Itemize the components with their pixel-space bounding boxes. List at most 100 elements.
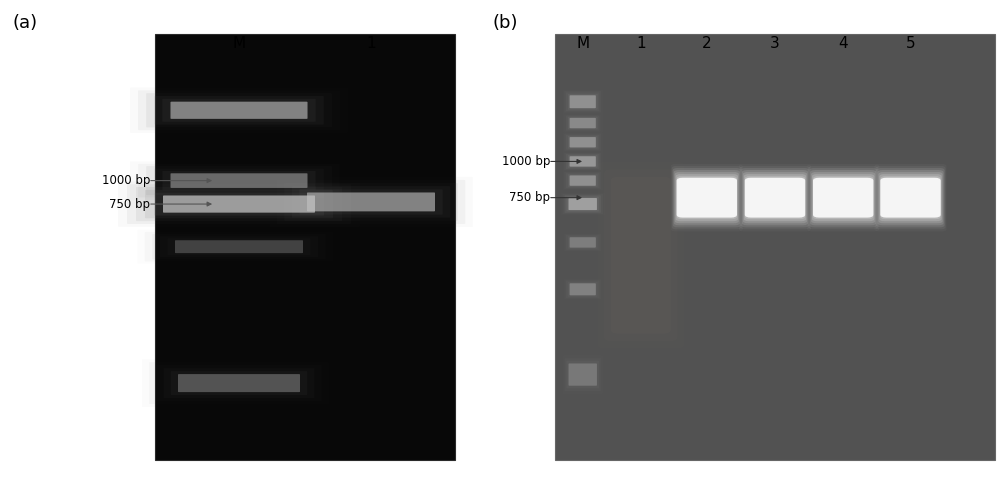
FancyBboxPatch shape	[877, 170, 944, 225]
FancyBboxPatch shape	[170, 102, 308, 119]
FancyBboxPatch shape	[568, 174, 598, 187]
Text: M: M	[232, 35, 246, 51]
FancyBboxPatch shape	[569, 364, 597, 386]
Bar	[155, 34, 455, 460]
FancyBboxPatch shape	[746, 178, 804, 217]
Text: 5: 5	[906, 35, 915, 51]
FancyBboxPatch shape	[292, 186, 450, 217]
FancyBboxPatch shape	[568, 155, 598, 168]
FancyBboxPatch shape	[743, 172, 807, 223]
FancyBboxPatch shape	[811, 172, 875, 223]
FancyBboxPatch shape	[163, 195, 315, 213]
FancyBboxPatch shape	[569, 198, 597, 210]
Text: 1: 1	[366, 35, 376, 51]
FancyBboxPatch shape	[163, 195, 315, 213]
FancyBboxPatch shape	[171, 371, 307, 395]
FancyBboxPatch shape	[164, 368, 314, 398]
FancyBboxPatch shape	[813, 176, 873, 219]
Text: 1000 bp: 1000 bp	[102, 174, 150, 187]
FancyBboxPatch shape	[175, 240, 303, 253]
Text: (b): (b)	[492, 14, 518, 33]
FancyBboxPatch shape	[175, 240, 303, 253]
FancyBboxPatch shape	[284, 183, 458, 221]
FancyBboxPatch shape	[154, 193, 324, 216]
FancyBboxPatch shape	[568, 236, 598, 249]
FancyBboxPatch shape	[564, 91, 601, 113]
FancyBboxPatch shape	[567, 197, 599, 211]
FancyBboxPatch shape	[876, 166, 946, 229]
FancyBboxPatch shape	[570, 237, 596, 248]
FancyBboxPatch shape	[570, 175, 596, 186]
FancyBboxPatch shape	[876, 168, 945, 228]
FancyBboxPatch shape	[568, 282, 598, 297]
FancyBboxPatch shape	[154, 169, 324, 193]
FancyBboxPatch shape	[570, 95, 596, 108]
Text: M: M	[576, 35, 589, 51]
FancyBboxPatch shape	[566, 235, 599, 250]
FancyBboxPatch shape	[568, 94, 598, 110]
FancyBboxPatch shape	[878, 172, 943, 223]
FancyBboxPatch shape	[570, 156, 596, 167]
Text: 4: 4	[838, 35, 848, 51]
FancyBboxPatch shape	[566, 92, 599, 111]
FancyBboxPatch shape	[675, 172, 739, 223]
FancyBboxPatch shape	[570, 283, 596, 296]
FancyBboxPatch shape	[809, 168, 877, 228]
FancyBboxPatch shape	[178, 374, 300, 392]
FancyBboxPatch shape	[146, 93, 332, 127]
FancyBboxPatch shape	[881, 178, 940, 217]
FancyBboxPatch shape	[566, 115, 599, 131]
FancyBboxPatch shape	[677, 178, 737, 217]
FancyBboxPatch shape	[673, 168, 741, 228]
FancyBboxPatch shape	[178, 374, 300, 392]
FancyBboxPatch shape	[127, 184, 351, 224]
Text: 1: 1	[636, 35, 646, 51]
Bar	[555, 34, 995, 460]
FancyBboxPatch shape	[566, 281, 599, 298]
FancyBboxPatch shape	[566, 173, 599, 188]
FancyBboxPatch shape	[570, 283, 596, 296]
FancyBboxPatch shape	[563, 194, 603, 214]
FancyBboxPatch shape	[564, 153, 601, 170]
FancyBboxPatch shape	[810, 170, 876, 225]
FancyBboxPatch shape	[570, 137, 596, 148]
FancyBboxPatch shape	[170, 173, 308, 188]
FancyBboxPatch shape	[307, 193, 435, 211]
FancyBboxPatch shape	[745, 178, 805, 217]
FancyBboxPatch shape	[566, 135, 599, 150]
FancyBboxPatch shape	[570, 118, 596, 128]
FancyBboxPatch shape	[677, 176, 737, 219]
FancyBboxPatch shape	[167, 238, 311, 255]
FancyBboxPatch shape	[162, 99, 316, 122]
FancyBboxPatch shape	[565, 195, 601, 213]
FancyBboxPatch shape	[136, 187, 342, 221]
FancyBboxPatch shape	[307, 193, 435, 211]
FancyBboxPatch shape	[814, 178, 872, 217]
FancyBboxPatch shape	[741, 168, 809, 228]
FancyBboxPatch shape	[570, 118, 596, 128]
FancyBboxPatch shape	[299, 189, 443, 215]
FancyBboxPatch shape	[678, 178, 736, 217]
FancyBboxPatch shape	[146, 166, 332, 195]
FancyBboxPatch shape	[564, 172, 601, 189]
FancyBboxPatch shape	[745, 176, 805, 219]
FancyBboxPatch shape	[674, 170, 740, 225]
FancyBboxPatch shape	[744, 174, 806, 221]
FancyBboxPatch shape	[570, 137, 596, 148]
FancyBboxPatch shape	[569, 198, 597, 210]
FancyBboxPatch shape	[880, 178, 941, 217]
FancyBboxPatch shape	[568, 117, 598, 129]
Text: 2: 2	[702, 35, 712, 51]
FancyBboxPatch shape	[740, 166, 810, 229]
FancyBboxPatch shape	[564, 114, 601, 132]
Text: (a): (a)	[12, 14, 37, 33]
FancyBboxPatch shape	[570, 156, 596, 167]
FancyBboxPatch shape	[564, 134, 601, 151]
FancyBboxPatch shape	[145, 190, 333, 218]
FancyBboxPatch shape	[742, 170, 808, 225]
Text: 750 bp: 750 bp	[509, 191, 550, 204]
FancyBboxPatch shape	[570, 175, 596, 186]
FancyBboxPatch shape	[672, 166, 742, 229]
FancyBboxPatch shape	[879, 174, 942, 221]
FancyBboxPatch shape	[570, 95, 596, 108]
